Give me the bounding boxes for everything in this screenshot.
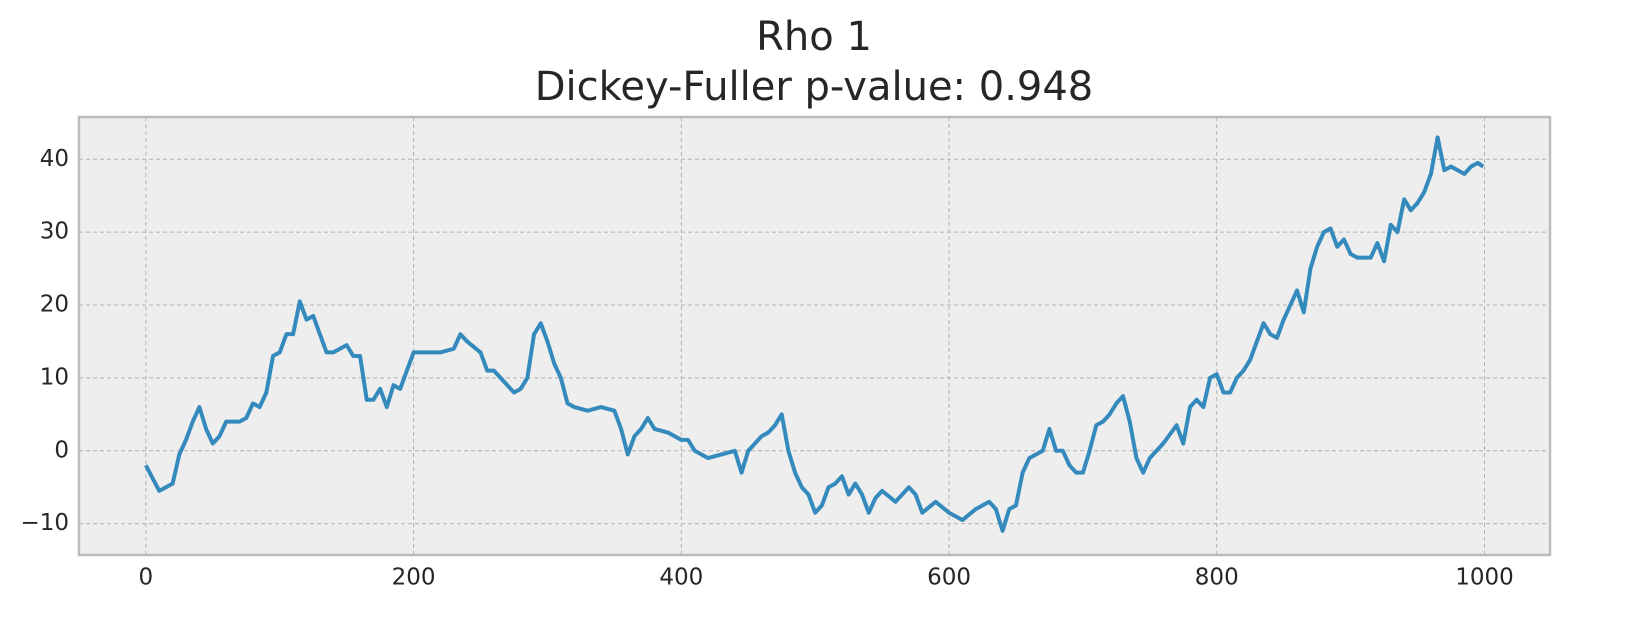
y-tick-label: 30 — [40, 219, 69, 245]
x-tick-label: 600 — [927, 565, 971, 591]
x-tick-label: 800 — [1195, 565, 1239, 591]
chart-subtitle: Dickey-Fuller p-value: 0.948 — [535, 64, 1094, 110]
plot-border — [77, 115, 1552, 557]
y-tick-label: 10 — [40, 364, 69, 390]
x-tick-label: 1000 — [1455, 565, 1514, 591]
plot-area — [79, 117, 1550, 555]
line-series — [144, 135, 1485, 533]
y-tick-label: 20 — [40, 292, 69, 318]
y-tick-label: 0 — [54, 437, 69, 463]
x-tick-label: 0 — [139, 565, 154, 591]
x-tick-label: 200 — [392, 565, 436, 591]
x-tick-label: 400 — [659, 565, 703, 591]
chart-title: Rho 1 — [756, 14, 872, 60]
y-tick-label: −10 — [20, 510, 69, 536]
y-tick-label: 40 — [40, 146, 69, 172]
